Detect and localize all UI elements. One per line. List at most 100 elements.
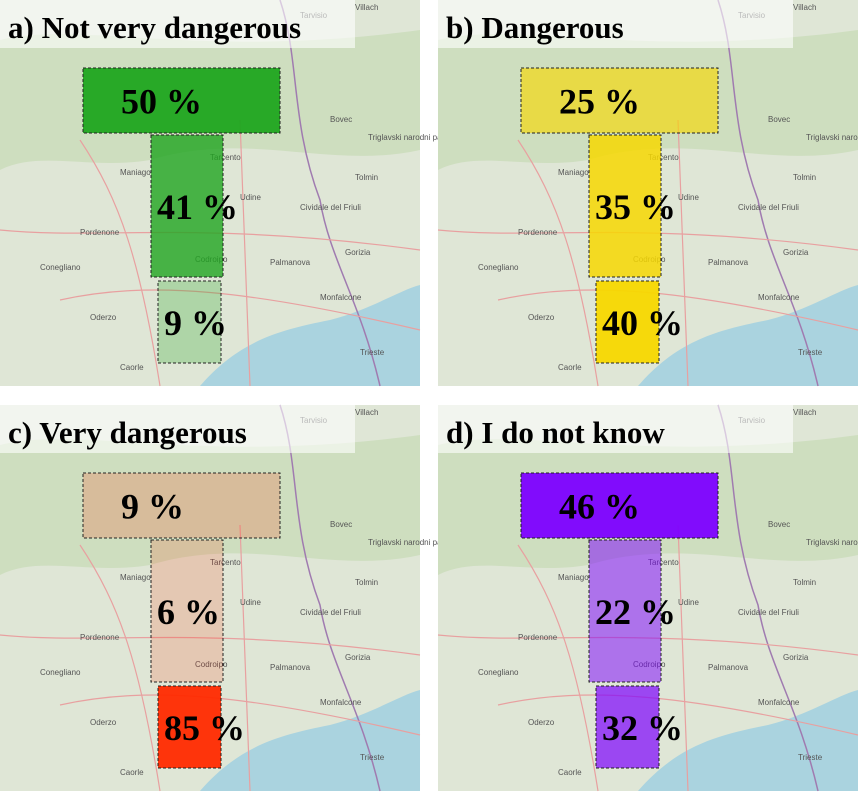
place-name: Pordenone	[518, 633, 558, 642]
panel: VillachTarvisioBovecTolminTarcentoManiag…	[437, 0, 858, 387]
zone	[588, 539, 662, 683]
place-name: Gorizia	[783, 653, 809, 662]
place-name: Oderzo	[90, 313, 117, 322]
place-name: Monfalcone	[758, 698, 800, 707]
sea	[638, 690, 858, 791]
panel-title: d) I do not know	[446, 415, 665, 450]
road	[517, 544, 599, 792]
place-name: Caorle	[558, 768, 582, 777]
zone	[588, 134, 662, 278]
place-name: Trieste	[360, 348, 385, 357]
sea	[638, 285, 858, 386]
zone-label: 35 %	[595, 187, 676, 227]
panel: VillachTarvisioBovecTolminTarcentoManiag…	[0, 0, 449, 387]
place-name: Trieste	[798, 348, 823, 357]
zone-label: 9 %	[121, 487, 184, 527]
place-name: Codroipo	[195, 660, 228, 669]
road	[239, 119, 251, 387]
place-name: Udine	[240, 598, 261, 607]
zone	[595, 280, 660, 364]
place-name: Bovec	[768, 520, 790, 529]
sea	[200, 285, 420, 386]
place-name: Trieste	[360, 753, 385, 762]
place-name: Palmanova	[708, 663, 749, 672]
place-name: Monfalcone	[758, 293, 800, 302]
zone	[150, 134, 224, 278]
place-name: Tarcento	[210, 153, 241, 162]
place-name: Oderzo	[528, 313, 555, 322]
zone-label: 6 %	[157, 592, 220, 632]
place-name: Cividale del Friuli	[738, 203, 799, 212]
place-name: Tarcento	[210, 558, 241, 567]
place-name: Tarcento	[648, 558, 679, 567]
title-band	[438, 0, 793, 48]
road	[79, 544, 161, 792]
zone	[82, 472, 281, 539]
place-name: Conegliano	[40, 668, 81, 677]
road	[79, 139, 161, 387]
border	[717, 404, 819, 792]
zone	[82, 67, 281, 134]
place-name: Monfalcone	[320, 293, 362, 302]
road	[59, 289, 421, 331]
place-name: Conegliano	[478, 263, 519, 272]
road	[677, 524, 689, 792]
mountains	[0, 435, 420, 575]
place-name: Tolmin	[355, 578, 378, 587]
place-name: Triglavski narodni park	[368, 538, 449, 547]
zone	[150, 539, 224, 683]
place-name: Cividale del Friuli	[300, 608, 361, 617]
zone-label: 40 %	[602, 303, 683, 343]
zone-label: 22 %	[595, 592, 676, 632]
place-name: Palmanova	[270, 663, 311, 672]
panel: VillachTarvisioBovecTolminTarcentoManiag…	[0, 404, 449, 792]
place-name: Pordenone	[80, 633, 120, 642]
road	[239, 524, 251, 792]
place-name: Bovec	[330, 520, 352, 529]
place-name: Gorizia	[345, 653, 371, 662]
place-name: Tolmin	[355, 173, 378, 182]
place-name: Udine	[678, 598, 699, 607]
zone	[157, 685, 222, 769]
place-name: Bovec	[768, 115, 790, 124]
panel: VillachTarvisioBovecTolminTarcentoManiag…	[437, 404, 858, 792]
zone-label: 50 %	[121, 82, 202, 122]
place-name: Villach	[355, 408, 378, 417]
zone-label: 25 %	[559, 82, 640, 122]
place-name: Villach	[793, 408, 816, 417]
sea	[200, 690, 420, 791]
place-name: Bovec	[330, 115, 352, 124]
place-name: Caorle	[120, 768, 144, 777]
place-name: Tarcento	[648, 153, 679, 162]
panel-title: c) Very dangerous	[8, 415, 247, 450]
place-name: Maniago	[120, 573, 151, 582]
zone-label: 46 %	[559, 487, 640, 527]
place-name: Maniago	[558, 168, 589, 177]
road	[0, 634, 421, 656]
place-name: Pordenone	[80, 228, 120, 237]
zone	[520, 67, 719, 134]
border	[279, 0, 381, 387]
border	[717, 0, 819, 387]
zone	[157, 280, 222, 364]
place-name: Maniago	[120, 168, 151, 177]
place-name: Triglavski narodni park	[806, 133, 858, 142]
place-name: Palmanova	[708, 258, 749, 267]
zone-label: 41 %	[157, 187, 238, 227]
place-name: Cividale del Friuli	[300, 203, 361, 212]
place-name: Palmanova	[270, 258, 311, 267]
place-name: Conegliano	[478, 668, 519, 677]
place-name: Triglavski narodni park	[806, 538, 858, 547]
road	[517, 139, 599, 387]
place-name: Tolmin	[793, 578, 816, 587]
panel-title: a) Not very dangerous	[8, 10, 301, 45]
title-band	[438, 405, 793, 453]
zone	[595, 685, 660, 769]
zone-label: 32 %	[602, 708, 683, 748]
road	[677, 119, 689, 387]
place-name: Caorle	[120, 363, 144, 372]
zone	[520, 472, 719, 539]
place-name: Trieste	[798, 753, 823, 762]
border	[279, 404, 381, 792]
